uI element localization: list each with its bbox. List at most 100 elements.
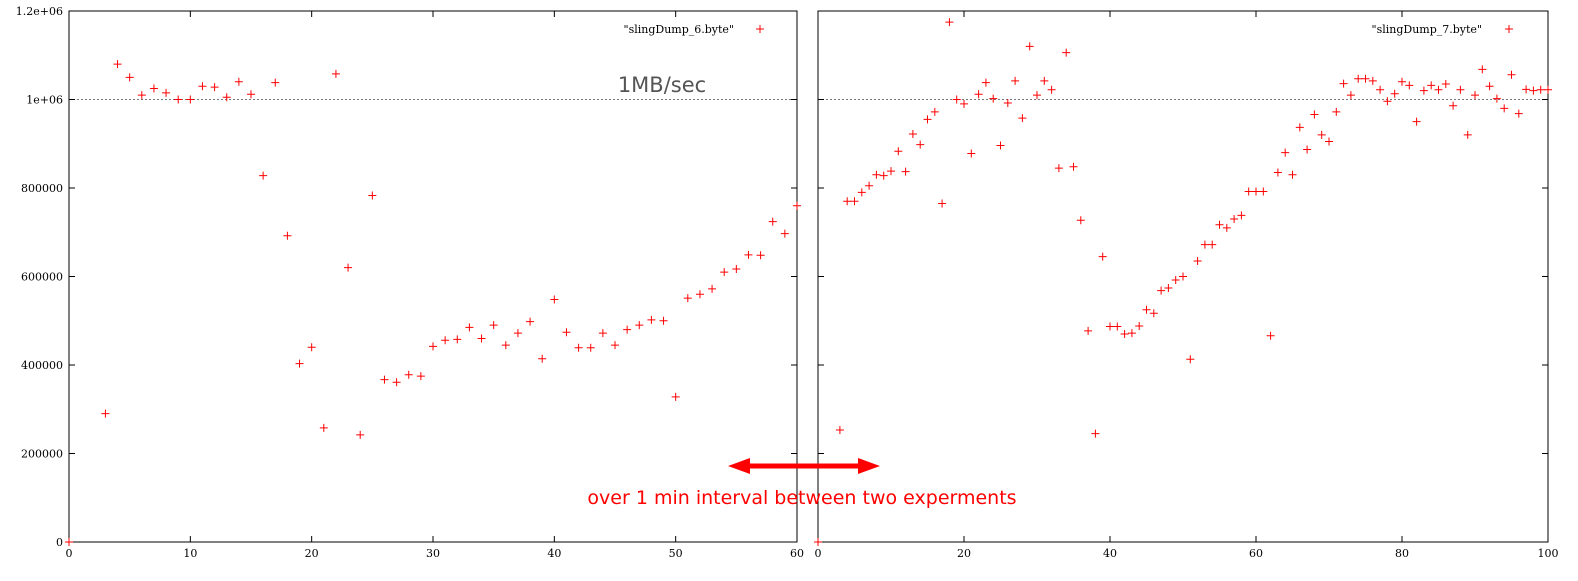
data-point [901, 167, 910, 176]
data-point [1025, 42, 1034, 51]
data-point [879, 171, 888, 180]
data-point [1149, 309, 1158, 318]
y-tick-label: 0 [56, 536, 63, 549]
data-point [952, 95, 961, 104]
data-point [186, 95, 195, 104]
data-point [1471, 91, 1479, 100]
data-point [283, 231, 292, 240]
data-point [222, 93, 231, 102]
x-tick-label: 20 [957, 547, 971, 560]
data-point [850, 197, 859, 206]
data-point [1536, 85, 1545, 94]
y-tick-label: 600000 [21, 271, 63, 284]
data-point [319, 423, 328, 432]
data-point [295, 359, 304, 368]
y-tick-label: 1e+06 [26, 94, 63, 107]
data-point [1091, 429, 1100, 438]
x-tick-label: 100 [1538, 547, 1559, 560]
data-point [1259, 187, 1268, 196]
data-point [247, 90, 255, 99]
data-point [149, 84, 158, 93]
data-point [137, 91, 146, 100]
data-point [945, 18, 954, 27]
data-point [1376, 85, 1385, 94]
data-point [1171, 276, 1180, 285]
data-point [1478, 65, 1487, 74]
data-point [1456, 85, 1465, 94]
data-point [1033, 91, 1041, 100]
data-point [1361, 74, 1370, 83]
data-point [380, 375, 389, 384]
data-point [477, 334, 486, 343]
data-point [1222, 223, 1231, 232]
data-point [1215, 220, 1224, 229]
data-point [331, 69, 340, 78]
x-tick-label: 0 [66, 547, 73, 560]
data-point [198, 82, 207, 91]
data-point [1332, 107, 1341, 116]
data-point [1003, 99, 1012, 108]
data-point [1062, 48, 1071, 57]
data-point [1514, 109, 1523, 118]
data-point [1303, 145, 1312, 154]
data-point [113, 60, 122, 69]
data-point [908, 130, 917, 139]
data-point [1419, 86, 1428, 95]
data-point [344, 263, 353, 272]
panel-slingdump-6: 0 10 20 30 40 50 60 0 200000 400000 600000 800000 1e… [16, 5, 804, 560]
legend-label: "slingDump_6.byte" [624, 23, 734, 36]
data-point [586, 343, 595, 352]
data-point [1310, 110, 1319, 119]
data-point [843, 197, 852, 206]
data-point [526, 317, 535, 326]
data-point [1237, 211, 1246, 220]
data-point [1368, 76, 1377, 85]
data-point [1544, 85, 1552, 94]
data-point [210, 83, 219, 92]
data-point [1449, 101, 1458, 110]
data-point [429, 342, 437, 351]
data-point [441, 336, 450, 345]
data-point [598, 329, 607, 338]
data-point [1230, 214, 1239, 223]
data-point [1273, 168, 1282, 177]
annotation-arrow-head-left [728, 458, 750, 474]
data-point [1047, 85, 1056, 94]
legend-label: "slingDump_7.byte" [1372, 23, 1482, 36]
data-point [513, 329, 522, 338]
data-point [174, 95, 183, 104]
data-point [356, 430, 365, 439]
data-point [671, 392, 680, 401]
data-point [453, 335, 462, 344]
annotation-arrow-head-right [858, 458, 880, 474]
data-point [659, 316, 668, 325]
x-tick-label: 40 [1103, 547, 1117, 560]
data-point [938, 199, 947, 208]
data-point [1179, 272, 1187, 281]
x-tick-label: 0 [815, 547, 822, 560]
data-point [683, 294, 692, 303]
data-point [1346, 91, 1355, 100]
data-point [647, 315, 656, 324]
data-point [1492, 94, 1501, 103]
data-point [234, 77, 243, 86]
data-point [1412, 117, 1421, 126]
data-point [1164, 284, 1173, 293]
data-point [1427, 81, 1436, 90]
y-tick-label: 1.2e+06 [16, 5, 63, 18]
data-point [501, 341, 510, 350]
data-point [1069, 162, 1078, 171]
data-point [887, 167, 895, 176]
data-point [538, 354, 547, 363]
data-point [1339, 79, 1348, 88]
x-tick-label: 40 [547, 547, 561, 560]
data-point [1507, 70, 1516, 79]
data-point [1295, 123, 1304, 132]
data-point [307, 343, 316, 352]
data-point [1252, 187, 1260, 196]
data-point [974, 90, 983, 99]
data-point [857, 188, 866, 197]
y-tick-label: 200000 [21, 448, 63, 461]
x-tick-label: 20 [305, 547, 319, 560]
data-point [101, 409, 110, 418]
